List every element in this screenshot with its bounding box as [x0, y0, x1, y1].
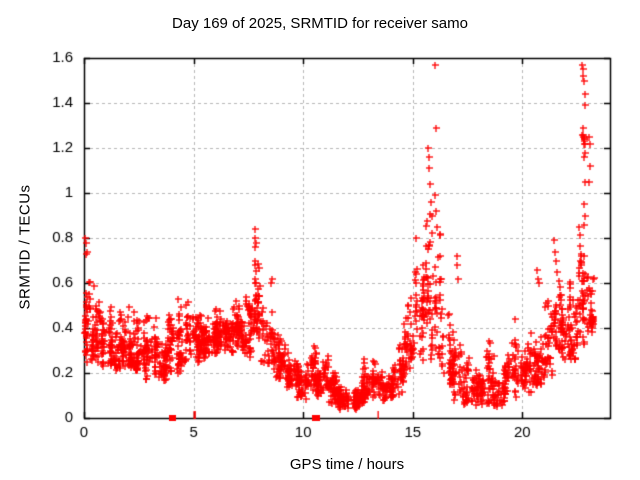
- y-axis-label: SRMTID / TECUs: [16, 184, 34, 310]
- x-axis-label: GPS time / hours: [289, 456, 405, 473]
- chart-title: Day 169 of 2025, SRMTID for receiver sam…: [172, 15, 468, 32]
